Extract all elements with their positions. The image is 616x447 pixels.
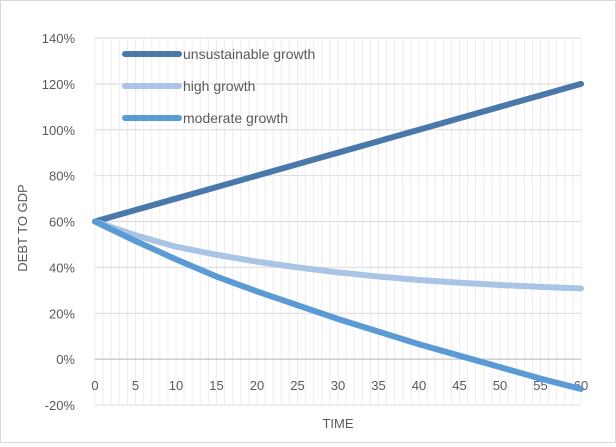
x-tick-label: 20 bbox=[250, 378, 264, 393]
y-tick-label: 0% bbox=[56, 352, 75, 367]
y-tick-label: 140% bbox=[42, 31, 76, 46]
x-tick-label: 10 bbox=[169, 378, 183, 393]
y-tick-label: 20% bbox=[49, 306, 75, 321]
x-tick-labels: 0 5 10 15 20 25 30 35 40 45 50 55 60 bbox=[91, 378, 588, 393]
legend: unsustainable growth high growth moderate … bbox=[122, 46, 315, 126]
series-line-3 bbox=[92, 218, 584, 392]
x-tick-label: 0 bbox=[91, 378, 98, 393]
gridlines bbox=[94, 37, 582, 406]
y-tick-label: 60% bbox=[49, 215, 75, 230]
y-tick-label: 120% bbox=[42, 77, 76, 92]
y-tick-label: -20% bbox=[45, 398, 76, 413]
legend-label: high growth bbox=[183, 78, 255, 94]
series-line-2 bbox=[92, 218, 584, 292]
y-axis-label: DEBT TO GDP bbox=[15, 184, 30, 271]
y-tick-labels: -20% 0% 20% 40% 60% 80% 100% 120% 140% bbox=[42, 31, 76, 413]
y-tick-label: 100% bbox=[42, 123, 76, 138]
x-tick-label: 5 bbox=[132, 378, 139, 393]
series-lines bbox=[92, 80, 584, 392]
x-tick-label: 45 bbox=[452, 378, 466, 393]
x-tick-label: 25 bbox=[290, 378, 304, 393]
x-axis-label: TIME bbox=[322, 416, 353, 431]
legend-label: unsustainable growth bbox=[183, 46, 315, 62]
x-tick-label: 15 bbox=[209, 378, 223, 393]
series-line-1 bbox=[92, 80, 584, 225]
y-tick-label: 40% bbox=[49, 260, 75, 275]
x-tick-label: 30 bbox=[331, 378, 345, 393]
legend-label: moderate growth bbox=[183, 110, 288, 126]
x-tick-label: 50 bbox=[493, 378, 507, 393]
x-tick-label: 40 bbox=[412, 378, 426, 393]
y-tick-label: 80% bbox=[49, 169, 75, 184]
x-tick-label: 35 bbox=[371, 378, 385, 393]
